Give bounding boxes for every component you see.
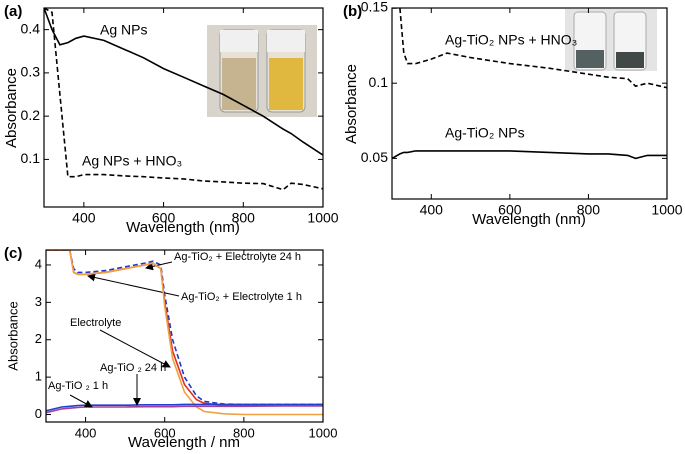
series-label: Ag-TiO₂ + Electrolyte 24 h [174,251,301,263]
series-label: Electrolyte [70,317,121,329]
x-axis-label: Wavelength (nm) [126,219,240,236]
vial-liquid [222,58,256,110]
x-tick-label: 400 [72,210,96,226]
series-label: Ag-TiO₂ + Electrolyte 1 h [181,291,302,303]
annotation-arrow [99,329,171,368]
y-tick-label: 2 [35,331,42,346]
vial-cap [220,30,258,52]
x-tick-label: 1000 [309,425,338,440]
x-axis-label: Wavelength (nm) [472,211,586,228]
x-tick-label: 400 [420,202,444,218]
vial-cap [267,30,305,52]
series-label: Ag-TiO₂ NPs + HNO₃ [445,32,577,48]
series-label: Ag-TiO₂ NPs [445,125,525,141]
x-tick-label: 800 [577,202,601,218]
annotation-arrow [87,273,180,297]
panel: 400 600 800 1000 0.1 0.2 0.3 0.4 Ag NPs Ag NPs + … [3,3,339,236]
series-label: Ag NPs [100,22,147,38]
y-tick-label: 3 [35,294,42,309]
series-line [392,8,667,89]
annotation-arrow [145,261,173,271]
panel: 400 600 800 1000 0 1 2 3 4 Ag-TiO₂ + Electrolyte … [4,245,337,451]
series-label: Ag NPs + HNO₃ [82,153,182,169]
y-tick-label: 0.1 [21,150,41,166]
y-tick-label: 0.3 [21,64,41,80]
y-tick-label: 1 [35,369,42,384]
vial-liquid [616,52,644,68]
y-tick-label: 0.1 [369,74,389,90]
vial-liquid [576,50,604,68]
y-tick-label: 4 [35,256,42,271]
x-tick-label: 600 [152,210,176,226]
y-tick-label: 0 [35,406,42,421]
panel-label: (a) [4,3,22,20]
panel-label: (b) [343,3,362,20]
x-tick-label: 800 [233,425,255,440]
panel: 400 600 800 1000 0.05 0.1 0.15 Ag-TiO₂ NPs + HN… [343,0,683,228]
series-line [44,8,323,156]
x-tick-label: 1000 [651,202,682,218]
plot-frame [391,7,668,200]
annotation-arrow [69,394,93,408]
y-axis-label: Absorbance [343,64,360,144]
inset-photo-b [565,9,657,71]
x-tick-label: 600 [154,425,176,440]
vial-liquid [269,58,303,110]
series-line [46,403,323,412]
y-axis-label: Absorbance [5,301,20,370]
x-tick-label: 600 [498,202,522,218]
y-tick-label: 0.2 [21,107,41,123]
plot-frame [45,249,324,423]
series-line [392,150,667,160]
series-line [46,250,323,416]
x-tick-label: 400 [75,425,97,440]
inset-photo-a [207,25,317,117]
plot-frame [43,7,324,208]
y-axis-label: Absorbance [3,68,20,148]
series-line [46,405,323,414]
x-tick-label: 800 [232,210,256,226]
series-label: Ag-TiO ₂ 24 h [100,362,166,374]
y-tick-label: 0.05 [361,149,388,165]
y-tick-label: 0.4 [21,20,41,36]
x-tick-label: 1000 [307,210,338,226]
x-axis-label: Wavelength / nm [128,434,240,451]
panel-label: (c) [4,245,22,262]
y-tick-label: 0.15 [361,0,388,15]
series-label: Ag-TiO ₂ 1 h [48,380,108,392]
